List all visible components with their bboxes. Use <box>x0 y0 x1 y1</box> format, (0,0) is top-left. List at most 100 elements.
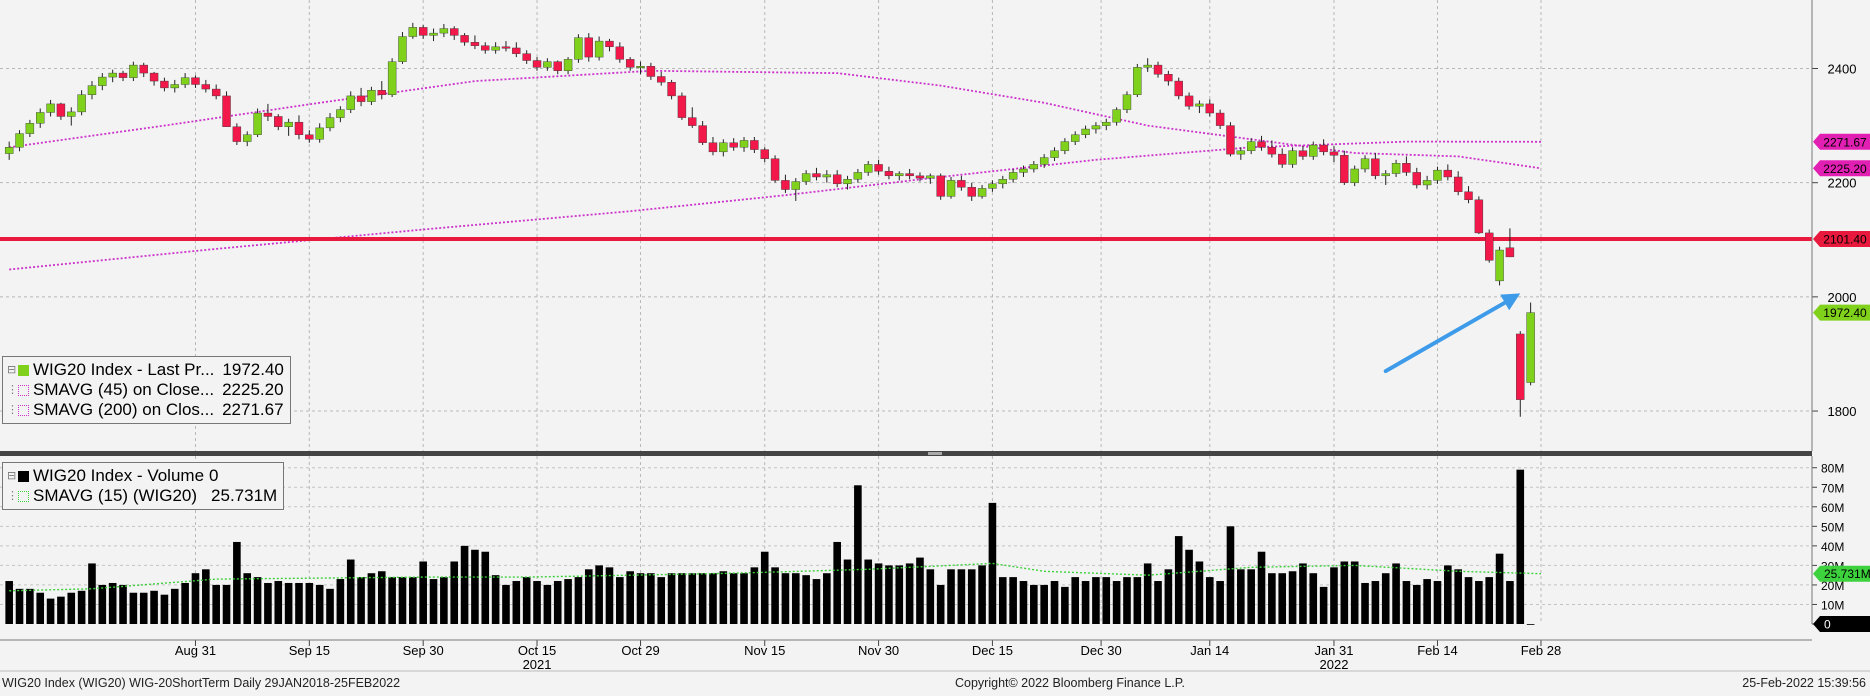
candle-body <box>667 82 676 97</box>
volume-bar <box>326 588 334 624</box>
candle-body <box>4 147 14 154</box>
volume-bar <box>46 598 55 624</box>
tree-collapse-icon[interactable]: ⊟ <box>7 364 17 376</box>
volume-bar <box>729 573 738 624</box>
panel-divider[interactable] <box>0 451 1812 456</box>
candle-body <box>429 32 438 36</box>
volume-bar <box>1185 549 1193 624</box>
price-grid <box>0 0 1812 451</box>
legend-entry-smavg-45[interactable]: ⋮ SMAVG (45) on Close... 2225.20 <box>7 380 284 400</box>
volume-bar <box>150 590 158 624</box>
annotation-arrow-head <box>1500 293 1521 311</box>
price-y-tick-label: 2000 <box>1828 290 1857 305</box>
volume-bar <box>1092 577 1100 624</box>
candle-body <box>1267 147 1277 155</box>
tree-branch-icon: ⋮ <box>7 384 18 396</box>
candle-body <box>1164 74 1173 82</box>
volume-bar <box>522 577 531 624</box>
candle-body <box>781 180 790 190</box>
candle-body <box>801 173 811 182</box>
volume-bar <box>170 588 179 624</box>
volume-bar <box>108 582 117 624</box>
volume-bar <box>616 577 624 624</box>
candle-body <box>1402 163 1411 173</box>
candle-body <box>139 64 148 74</box>
candle-body <box>512 47 521 54</box>
smavg-45-line <box>9 69 1542 170</box>
volume-bar <box>657 577 666 624</box>
candle-body <box>884 171 894 177</box>
legend-value: 2271.67 <box>222 400 284 419</box>
candle-body <box>874 164 883 172</box>
legend-entry-volume[interactable]: ⊟ WIG20 Index - Volume 0 <box>7 466 277 486</box>
candle-body <box>998 179 1007 185</box>
candle-body <box>1360 158 1370 170</box>
candle-body <box>501 46 511 49</box>
volume-bar <box>57 596 65 624</box>
candle-body <box>594 40 604 58</box>
volume-bar <box>967 569 976 624</box>
volume-bar <box>191 573 200 624</box>
candle-body <box>812 173 821 178</box>
price-last-value-text: 2271.67 <box>1823 135 1867 149</box>
candle-body <box>1008 172 1018 180</box>
volume-bar <box>88 563 96 624</box>
volume-bar <box>1226 526 1235 624</box>
candle-body <box>1215 112 1225 126</box>
volume-y-tick-label: 20M <box>1821 579 1844 593</box>
panel-divider-grip[interactable] <box>928 452 942 455</box>
volume-bar <box>1361 582 1369 624</box>
candle-body <box>1091 125 1101 130</box>
volume-bar <box>1495 553 1504 624</box>
legend-label: SMAVG (200) on Clos... <box>33 400 215 419</box>
volume-bar <box>947 569 955 624</box>
candle-body <box>336 109 345 118</box>
volume-bar <box>1412 584 1421 624</box>
price-last-value-text: 2225.20 <box>1823 162 1867 176</box>
candle-body <box>15 133 24 148</box>
candle-body <box>895 173 904 177</box>
legend-entry-volume-smavg[interactable]: ⋮ SMAVG (15) (WIG20) 25.731M <box>7 486 277 506</box>
candle-body <box>584 37 593 58</box>
x-tick-label: Nov 15 <box>744 643 785 658</box>
volume-bar <box>129 592 138 624</box>
candle-body <box>1309 144 1318 157</box>
footer: WIG20 Index (WIG20) WIG-20ShortTerm Dail… <box>0 670 1870 690</box>
candle-body <box>1071 134 1080 142</box>
volume-bar <box>926 569 935 624</box>
candle-body <box>418 27 428 36</box>
volume-bar <box>771 567 779 624</box>
volume-bar <box>295 582 303 624</box>
volume-bar <box>1164 569 1173 624</box>
volume-bar <box>119 584 127 624</box>
candle-body <box>1226 125 1235 155</box>
legend-entry-smavg-200[interactable]: ⋮ SMAVG (200) on Clos... 2271.67 <box>7 400 284 420</box>
volume-bar <box>1485 577 1494 624</box>
price-last-value-tag <box>1813 133 1870 150</box>
volume-bar <box>1061 586 1069 624</box>
candle-body <box>636 66 645 68</box>
candle-body <box>657 76 666 83</box>
volume-bar <box>719 571 728 624</box>
volume-bar <box>502 584 510 624</box>
tree-collapse-icon[interactable]: ⊟ <box>7 470 17 482</box>
candle-body <box>1205 103 1214 114</box>
volume-bar <box>1102 577 1111 624</box>
candle-body <box>25 123 35 134</box>
volume-legend[interactable]: ⊟ WIG20 Index - Volume 0 ⋮ SMAVG (15) (W… <box>2 462 285 510</box>
candle-body <box>129 64 138 78</box>
candle-body <box>98 76 107 86</box>
legend-entry-last-price[interactable]: ⊟ WIG20 Index - Last Pr... 1972.40 <box>7 360 284 380</box>
volume-bar <box>336 579 345 624</box>
volume-bar <box>957 569 966 624</box>
legend-swatch-volume-smavg <box>18 490 29 502</box>
candle-body <box>1371 158 1380 177</box>
candle-body <box>1443 169 1453 178</box>
volume-bar <box>1392 563 1400 624</box>
legend-swatch-last-price <box>18 364 29 376</box>
candle-body <box>46 103 55 113</box>
candle-body <box>1278 153 1287 165</box>
volume-bar <box>1174 536 1183 624</box>
candle-body <box>822 174 832 178</box>
price-legend[interactable]: ⊟ WIG20 Index - Last Pr... 1972.40 ⋮ SMA… <box>2 356 291 424</box>
